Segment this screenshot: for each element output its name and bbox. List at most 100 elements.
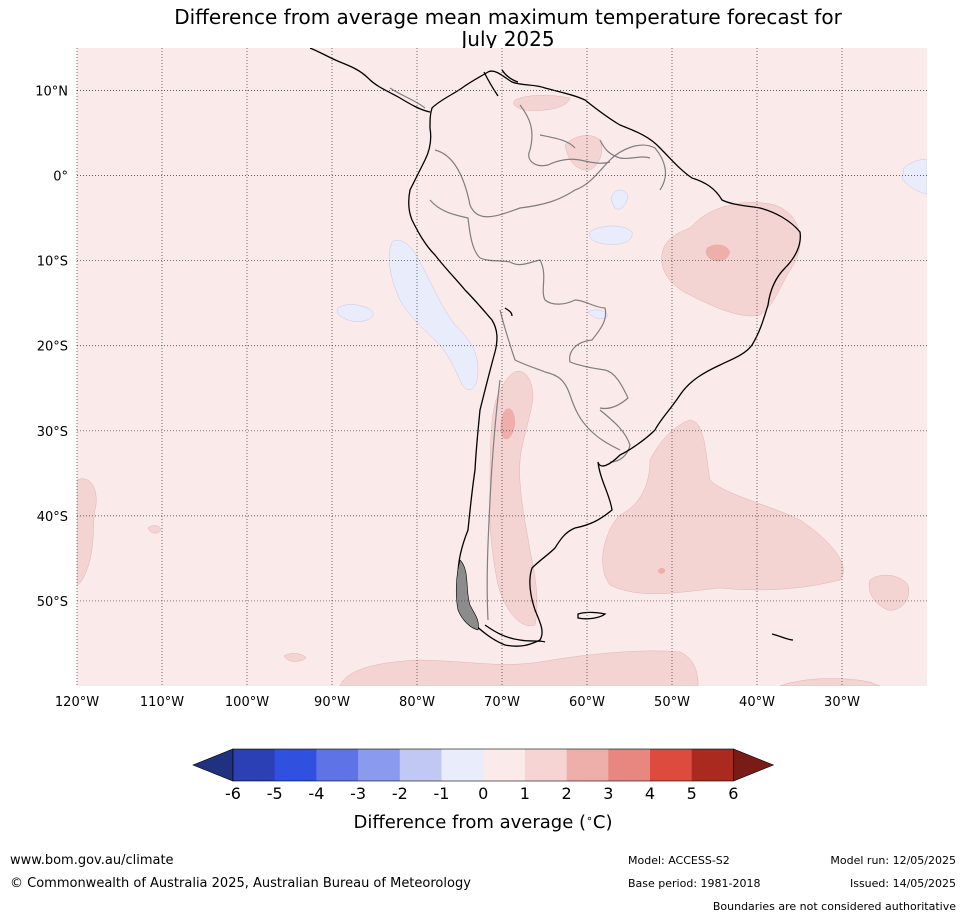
cool-patch-atlantic-equator bbox=[901, 159, 927, 195]
anomaly-shading bbox=[77, 95, 927, 686]
warm-patch-pacific-south bbox=[283, 653, 307, 662]
colorbar-extend-max bbox=[733, 748, 775, 782]
colorbar-segment bbox=[483, 749, 526, 781]
country-boundaries bbox=[389, 87, 667, 621]
boundary-guyana bbox=[539, 134, 576, 149]
lon-tick-label: 30°W bbox=[824, 695, 860, 710]
colorbar-segment bbox=[316, 749, 359, 781]
warm-core-atlantic-speck bbox=[658, 567, 666, 574]
issued-text: Issued: 14/05/2025 bbox=[849, 877, 956, 890]
coast-lake-titicaca bbox=[504, 307, 513, 317]
warm-patch-pacific-small bbox=[147, 525, 162, 534]
map-title-line-2: July 2025 bbox=[461, 27, 555, 51]
copyright-text: © Commonwealth of Australia 2025, Austra… bbox=[10, 876, 471, 891]
lon-tick-label: 110°W bbox=[140, 695, 184, 710]
warm-patch-pacific-west bbox=[77, 478, 97, 586]
colorbar-tick-label: -2 bbox=[392, 784, 408, 803]
lon-tick-label: 50°W bbox=[654, 695, 690, 710]
warm-patch-south-atlantic-east bbox=[868, 574, 909, 611]
lon-tick-label: 100°W bbox=[225, 695, 269, 710]
boundary-ecuador-peru bbox=[429, 199, 511, 263]
latitude-tick-labels: 10°N 0° 10°S 20°S 30°S 40°S 50°S bbox=[35, 85, 68, 610]
warm-core-argentina-andes bbox=[500, 408, 516, 440]
warm-patch-northern-south-america bbox=[564, 135, 603, 171]
lon-tick-label: 90°W bbox=[314, 695, 350, 710]
cool-patch-pacific-small bbox=[336, 304, 374, 322]
colorbar bbox=[192, 748, 775, 782]
colorbar-segment bbox=[524, 749, 568, 781]
cool-patch-amazon bbox=[589, 225, 633, 245]
colorbar-tick-label: 0 bbox=[478, 784, 488, 803]
disclaimer-text: Boundaries are not considered authoritat… bbox=[712, 900, 956, 913]
lon-tick-label: 60°W bbox=[569, 695, 605, 710]
colorbar-tick-label: -6 bbox=[225, 784, 241, 803]
colorbar-segment bbox=[358, 749, 401, 781]
coast-caribbean-islands bbox=[483, 69, 519, 97]
coast-central-america bbox=[309, 48, 431, 113]
colorbar-tick-label: -1 bbox=[434, 784, 450, 803]
warm-patch-western-argentina bbox=[489, 371, 538, 626]
lat-tick-label: 20°S bbox=[37, 340, 68, 355]
boundary-chile-bolivia-argentina bbox=[499, 309, 621, 451]
warm-core-northeast-brazil bbox=[705, 244, 730, 262]
lat-tick-label: 10°N bbox=[35, 85, 68, 100]
boundary-central-america bbox=[389, 87, 426, 109]
coastlines bbox=[309, 48, 801, 647]
colorbar-segment bbox=[441, 749, 484, 781]
colorbar-segment bbox=[399, 749, 442, 781]
colorbar-tick-label: 1 bbox=[520, 784, 530, 803]
model-run-text: Model run: 12/05/2025 bbox=[830, 854, 956, 867]
graticule bbox=[76, 48, 927, 686]
warm-patch-northeast-brazil bbox=[661, 202, 801, 317]
lat-tick-label: 40°S bbox=[37, 510, 68, 525]
colorbar-tick-label: -3 bbox=[350, 784, 366, 803]
coast-tierra-del-fuego bbox=[484, 624, 546, 643]
boundary-chile-argentina bbox=[486, 379, 501, 621]
base-period-text: Base period: 1981-2018 bbox=[628, 877, 761, 890]
warm-patch-southern-ocean-east bbox=[779, 678, 881, 686]
website-text: www.bom.gov.au/climate bbox=[10, 853, 174, 868]
colorbar-tick-label: -5 bbox=[267, 784, 283, 803]
longitude-tick-labels: 120°W 110°W 100°W 90°W 80°W 70°W 60°W 50°W 40°W 3… bbox=[55, 695, 860, 710]
colorbar-title: Difference from average (∘C) bbox=[353, 812, 612, 834]
colorbar-segment bbox=[566, 749, 609, 781]
colorbar-segment bbox=[691, 749, 734, 781]
cool-patch-amazon-north bbox=[611, 189, 629, 210]
colorbar-tick-label: 5 bbox=[687, 784, 697, 803]
colorbar-tick-labels: -6 -5 -4 -3 -2 -1 0 1 2 3 4 5 6 bbox=[225, 784, 738, 803]
colorbar-segment bbox=[233, 749, 276, 781]
coast-falklands bbox=[577, 611, 607, 620]
lat-tick-label: 10°S bbox=[37, 255, 68, 270]
coast-south-america bbox=[408, 70, 801, 647]
boundary-suriname bbox=[599, 139, 651, 160]
cool-patch-uruguay-coast bbox=[587, 309, 609, 319]
lon-tick-label: 120°W bbox=[55, 695, 99, 710]
colorbar-outline bbox=[232, 748, 734, 782]
colorbar-tick-label: -4 bbox=[308, 784, 324, 803]
chile-fjords bbox=[455, 559, 479, 631]
colorbar-tick-label: 2 bbox=[562, 784, 572, 803]
colorbar-tick-label: 3 bbox=[603, 784, 613, 803]
boundary-uruguay bbox=[599, 409, 631, 463]
map-title-line-1: Difference from average mean maximum tem… bbox=[174, 5, 842, 29]
lon-tick-label: 70°W bbox=[484, 695, 520, 710]
colorbar-tick-label: 6 bbox=[728, 784, 738, 803]
model-text: Model: ACCESS-S2 bbox=[628, 854, 730, 867]
colorbar-extend-min bbox=[192, 748, 234, 782]
cool-patch-pacific-peru bbox=[388, 240, 479, 390]
boundary-peru-brazil-bolivia bbox=[509, 259, 629, 410]
lat-tick-label: 50°S bbox=[37, 595, 68, 610]
colorbar-segment bbox=[650, 749, 693, 781]
boundary-colombia-venezuela-brazil bbox=[434, 144, 667, 218]
warm-patch-southern-ocean bbox=[339, 650, 699, 686]
colorbar-tick-label: 4 bbox=[645, 784, 655, 803]
warm-patch-atlantic-south bbox=[602, 419, 844, 594]
warm-patch-venezuela bbox=[513, 95, 571, 111]
coast-south-georgia bbox=[771, 633, 794, 641]
lon-tick-label: 80°W bbox=[399, 695, 435, 710]
boundary-venezuela-guyana bbox=[519, 104, 611, 167]
lon-tick-label: 40°W bbox=[739, 695, 775, 710]
lat-tick-label: 0° bbox=[53, 170, 68, 185]
